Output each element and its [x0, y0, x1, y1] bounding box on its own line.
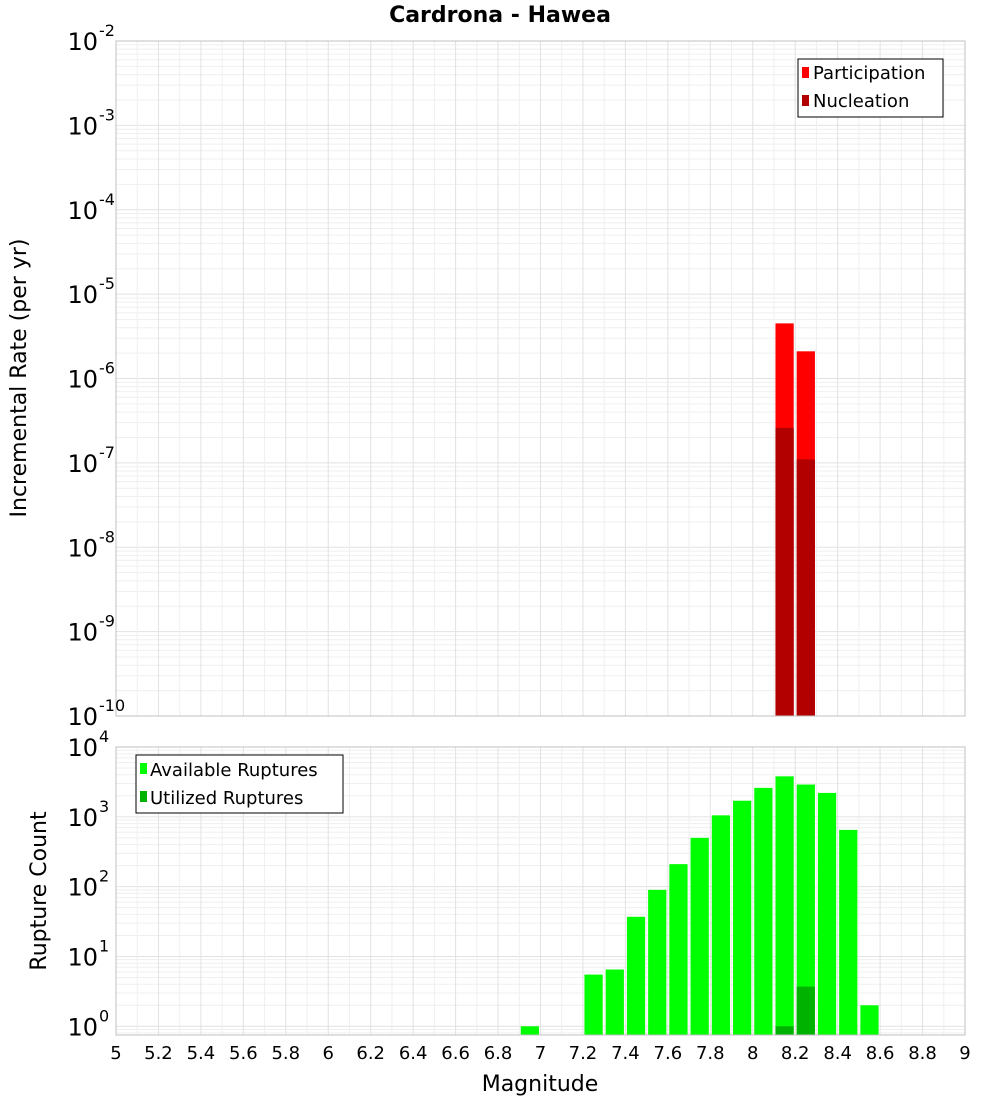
y-tick-label: 10 — [67, 1013, 98, 1041]
bar — [817, 792, 837, 1035]
bar — [796, 459, 815, 716]
y-tick-exponent: 2 — [99, 867, 109, 886]
x-tick-label: 6 — [323, 1043, 334, 1064]
top-legend-box — [797, 58, 944, 118]
bar — [796, 986, 815, 1035]
bar — [839, 829, 858, 1035]
y-tick-exponent: 4 — [99, 727, 109, 746]
y-tick-exponent: -9 — [99, 612, 115, 631]
y-tick-label: 10 — [67, 112, 98, 140]
legend-swatch-participation — [802, 67, 809, 78]
y-tick-label: 10 — [67, 366, 98, 394]
y-tick-label: 10 — [67, 534, 98, 562]
y-tick-label: 10 — [67, 197, 98, 225]
bottom-legend-box — [135, 754, 344, 814]
y-tick-exponent: -6 — [99, 359, 115, 378]
top-legend: Participation Nucleation — [797, 58, 944, 118]
x-tick-label: 7.8 — [696, 1043, 725, 1064]
y-tick-exponent: 0 — [99, 1006, 109, 1025]
bar — [775, 776, 794, 1035]
bar — [626, 916, 646, 1035]
top-plot-border — [115, 40, 966, 717]
y-tick-exponent: -4 — [99, 190, 115, 209]
y-tick-label: 10 — [67, 281, 98, 309]
bar — [754, 787, 773, 1035]
x-tick-label: 6.6 — [441, 1043, 470, 1064]
x-tick-label: 5.6 — [229, 1043, 258, 1064]
x-tick-label: 6.8 — [484, 1043, 513, 1064]
x-tick-label: 5.4 — [187, 1043, 216, 1064]
x-ticks: 5 5.2 5.4 5.6 5.8 6 6.2 6.4 6.6 6.8 7 7.2 7.4 7.6 7.8 8… — [110, 1043, 970, 1064]
bar — [796, 784, 815, 1035]
y-tick-label: 10 — [67, 734, 98, 762]
bottom-bars — [520, 776, 879, 1035]
x-tick-label: 8.4 — [823, 1043, 852, 1064]
x-tick-label: 9 — [959, 1043, 970, 1064]
x-axis-label: Magnitude — [482, 1072, 599, 1097]
chart-title: Cardrona - Hawea — [389, 3, 611, 28]
x-tick-label: 7.2 — [569, 1043, 598, 1064]
y-tick-label: 10 — [67, 943, 98, 971]
x-tick-label: 7.6 — [654, 1043, 683, 1064]
legend-label-nucleation: Nucleation — [813, 91, 909, 112]
x-tick-label: 5 — [110, 1043, 121, 1064]
x-tick-label: 6.2 — [356, 1043, 385, 1064]
legend-swatch-utilized-ruptures — [140, 791, 147, 802]
x-tick-label: 7 — [535, 1043, 546, 1064]
y-tick-label: 10 — [67, 703, 98, 731]
bottom-plot-border — [115, 746, 966, 1036]
y-tick-exponent: -2 — [99, 21, 115, 40]
bar — [711, 815, 731, 1035]
top-y-axis-label: Incremental Rate (per yr) — [7, 239, 32, 518]
legend-swatch-available-ruptures — [140, 763, 147, 774]
y-tick-exponent: -7 — [99, 443, 115, 462]
x-tick-label: 5.2 — [144, 1043, 173, 1064]
bar — [584, 974, 603, 1035]
x-tick-label: 8.8 — [908, 1043, 937, 1064]
bar — [605, 969, 624, 1035]
x-tick-label: 6.4 — [399, 1043, 428, 1064]
bottom-y-axis-label: Rupture Count — [27, 811, 52, 971]
bar — [520, 1026, 539, 1035]
y-tick-label: 10 — [67, 450, 98, 478]
legend-label-available-ruptures: Available Ruptures — [150, 760, 318, 781]
x-tick-label: 7.4 — [611, 1043, 640, 1064]
bar — [775, 1026, 794, 1035]
y-tick-exponent: -5 — [99, 274, 115, 293]
bar — [860, 1005, 879, 1035]
bottom-legend: Available Ruptures Utilized Ruptures — [135, 754, 344, 814]
legend-swatch-nucleation — [802, 95, 809, 106]
legend-label-participation: Participation — [813, 63, 925, 84]
y-tick-exponent: 1 — [99, 936, 109, 955]
legend-label-utilized-ruptures: Utilized Ruptures — [150, 788, 303, 809]
top-bars — [775, 323, 815, 716]
bar — [648, 889, 667, 1035]
y-tick-label: 10 — [67, 804, 98, 832]
x-tick-label: 8.2 — [781, 1043, 810, 1064]
y-tick-exponent: -3 — [99, 105, 115, 124]
x-tick-label: 8 — [747, 1043, 758, 1064]
y-tick-label: 10 — [67, 619, 98, 647]
x-tick-label: 5.8 — [271, 1043, 300, 1064]
bar — [775, 427, 794, 716]
y-tick-exponent: 3 — [99, 797, 109, 816]
bar — [690, 837, 709, 1035]
x-tick-label: 8.6 — [866, 1043, 895, 1064]
top-grid — [115, 40, 966, 717]
y-tick-exponent: -10 — [99, 696, 125, 715]
y-tick-label: 10 — [67, 874, 98, 902]
bar — [733, 800, 752, 1035]
y-tick-label: 10 — [67, 28, 98, 56]
y-tick-exponent: -8 — [99, 527, 115, 546]
bar — [669, 864, 688, 1035]
